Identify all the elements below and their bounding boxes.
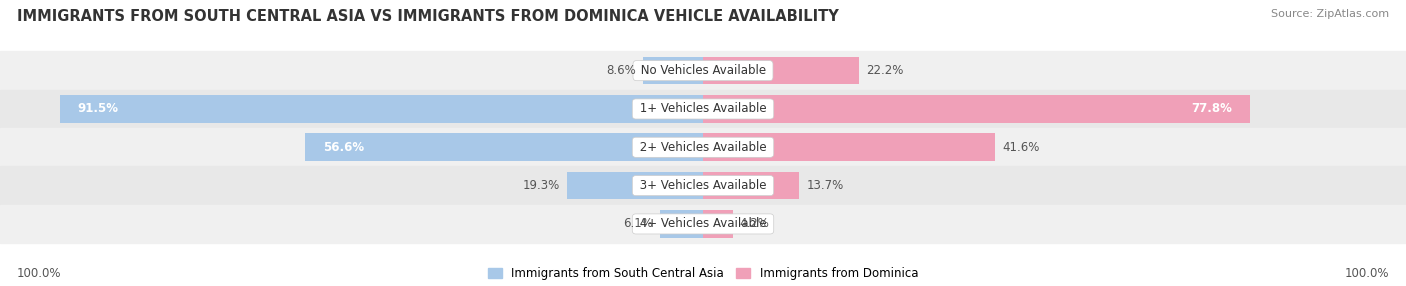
Text: 22.2%: 22.2% [866, 64, 904, 77]
Bar [0, 90, 1406, 128]
Text: 13.7%: 13.7% [807, 179, 844, 192]
Bar [305, 134, 703, 161]
Text: 4.2%: 4.2% [740, 217, 769, 231]
Bar [703, 57, 859, 84]
Text: 56.6%: 56.6% [322, 141, 364, 154]
Text: 8.6%: 8.6% [606, 64, 636, 77]
Text: 6.1%: 6.1% [623, 217, 652, 231]
Bar [703, 134, 995, 161]
Bar [0, 128, 1406, 166]
Text: 100.0%: 100.0% [1344, 267, 1389, 280]
Legend: Immigrants from South Central Asia, Immigrants from Dominica: Immigrants from South Central Asia, Immi… [488, 267, 918, 280]
Text: 91.5%: 91.5% [77, 102, 118, 116]
Text: 1+ Vehicles Available: 1+ Vehicles Available [636, 102, 770, 116]
Bar [643, 57, 703, 84]
Text: 4+ Vehicles Available: 4+ Vehicles Available [636, 217, 770, 231]
Bar [703, 210, 733, 238]
Text: Source: ZipAtlas.com: Source: ZipAtlas.com [1271, 9, 1389, 19]
Text: 41.6%: 41.6% [1002, 141, 1040, 154]
Bar [703, 95, 1250, 123]
Bar [703, 172, 799, 199]
Text: 3+ Vehicles Available: 3+ Vehicles Available [636, 179, 770, 192]
Bar [0, 166, 1406, 205]
Bar [0, 205, 1406, 243]
Bar [568, 172, 703, 199]
Text: 77.8%: 77.8% [1191, 102, 1232, 116]
Text: No Vehicles Available: No Vehicles Available [637, 64, 769, 77]
Bar [661, 210, 703, 238]
Text: 100.0%: 100.0% [17, 267, 62, 280]
Text: 19.3%: 19.3% [523, 179, 560, 192]
Text: 2+ Vehicles Available: 2+ Vehicles Available [636, 141, 770, 154]
Text: IMMIGRANTS FROM SOUTH CENTRAL ASIA VS IMMIGRANTS FROM DOMINICA VEHICLE AVAILABIL: IMMIGRANTS FROM SOUTH CENTRAL ASIA VS IM… [17, 9, 838, 23]
Bar [59, 95, 703, 123]
Bar [0, 51, 1406, 90]
